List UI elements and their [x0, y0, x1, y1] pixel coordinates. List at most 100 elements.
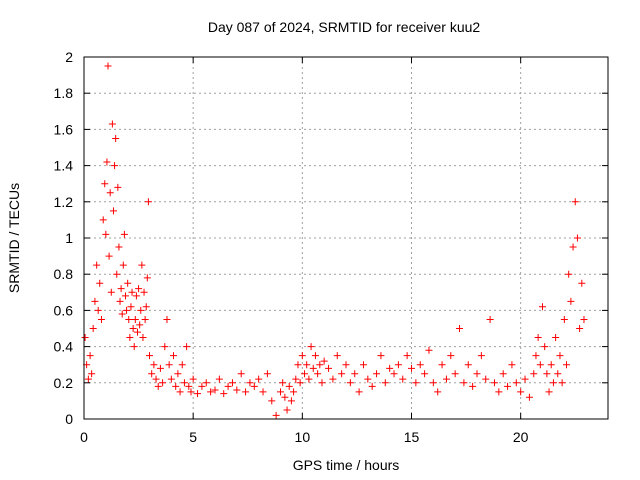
data-point — [333, 352, 341, 360]
data-point — [105, 252, 113, 260]
data-point — [130, 343, 138, 351]
data-point — [486, 315, 494, 323]
data-point — [176, 388, 184, 396]
y-tick-label: 0.6 — [54, 302, 74, 318]
data-point — [142, 303, 150, 311]
data-point — [103, 158, 111, 166]
data-point — [394, 361, 402, 369]
data-point — [107, 288, 115, 296]
data-point — [567, 297, 575, 305]
data-point — [136, 321, 144, 329]
data-point — [109, 207, 117, 215]
data-point — [285, 382, 293, 390]
data-point — [320, 357, 328, 365]
data-point — [94, 306, 102, 314]
data-point — [114, 183, 122, 191]
data-point — [311, 352, 319, 360]
data-point — [408, 364, 415, 372]
data-point — [259, 388, 267, 396]
data-point — [477, 352, 485, 360]
data-point — [573, 234, 581, 242]
data-point — [464, 361, 472, 369]
data-point — [161, 343, 169, 351]
data-point — [180, 379, 188, 387]
data-point — [263, 370, 271, 378]
data-point — [495, 388, 503, 396]
data-point — [119, 261, 127, 269]
data-point — [552, 334, 560, 342]
data-point — [99, 216, 107, 224]
data-point — [91, 297, 99, 305]
data-point — [536, 361, 544, 369]
data-point — [224, 382, 232, 390]
data-point — [202, 379, 210, 387]
data-point — [120, 230, 128, 238]
data-point — [346, 379, 354, 387]
data-point — [569, 243, 577, 251]
data-point — [549, 379, 557, 387]
data-point — [129, 325, 137, 332]
data-point — [294, 361, 302, 369]
data-point — [137, 306, 145, 314]
data-point — [174, 370, 182, 378]
data-point — [508, 361, 516, 369]
axis-ticks — [83, 56, 608, 420]
data-point — [183, 343, 191, 351]
data-point — [112, 134, 120, 142]
grid-lines — [84, 57, 608, 419]
y-tick-label: 1.6 — [54, 121, 74, 137]
data-point — [139, 334, 147, 342]
data-point — [338, 370, 346, 378]
data-point — [281, 393, 289, 401]
data-point — [96, 279, 104, 287]
data-point — [364, 375, 372, 383]
data-point — [126, 334, 134, 342]
data-point — [135, 285, 143, 293]
data-point — [460, 379, 468, 387]
data-point — [368, 382, 376, 390]
data-point — [565, 270, 573, 278]
data-point — [88, 370, 96, 378]
data-point — [541, 343, 549, 351]
data-point — [298, 352, 306, 360]
data-point — [277, 388, 284, 396]
x-tick-label: 15 — [404, 429, 420, 445]
data-point — [296, 379, 304, 387]
data-point — [143, 274, 151, 282]
data-point — [211, 386, 219, 394]
y-tick-label: 0.4 — [54, 339, 74, 355]
data-point — [469, 382, 477, 390]
data-point — [434, 388, 442, 396]
data-point — [116, 297, 124, 305]
data-point — [132, 292, 140, 300]
data-point — [163, 315, 171, 323]
data-point — [303, 361, 311, 369]
data-point — [106, 189, 114, 197]
data-point — [301, 370, 309, 378]
data-points — [81, 62, 588, 419]
x-axis-label: GPS time / hours — [293, 457, 400, 473]
data-point — [187, 388, 195, 396]
data-point — [220, 390, 228, 398]
data-point — [104, 62, 112, 70]
data-point — [580, 315, 588, 323]
data-point — [127, 303, 135, 311]
data-point — [342, 361, 350, 369]
data-point — [558, 379, 566, 387]
data-point — [447, 352, 455, 360]
y-tick-labels: 0 0.2 0.4 0.6 0.8 1 1.2 1.4 1.6 1.8 2 — [54, 49, 74, 427]
data-point — [325, 364, 333, 372]
y-tick-label: 1.8 — [54, 85, 74, 101]
data-point — [390, 370, 398, 378]
data-point — [451, 370, 459, 378]
data-point — [178, 361, 186, 369]
data-point — [118, 310, 126, 318]
data-point — [373, 370, 381, 378]
data-point — [207, 388, 215, 396]
data-point — [124, 279, 132, 287]
data-point — [148, 370, 156, 378]
data-point — [170, 352, 178, 360]
data-point — [138, 261, 146, 269]
data-point — [150, 361, 158, 369]
